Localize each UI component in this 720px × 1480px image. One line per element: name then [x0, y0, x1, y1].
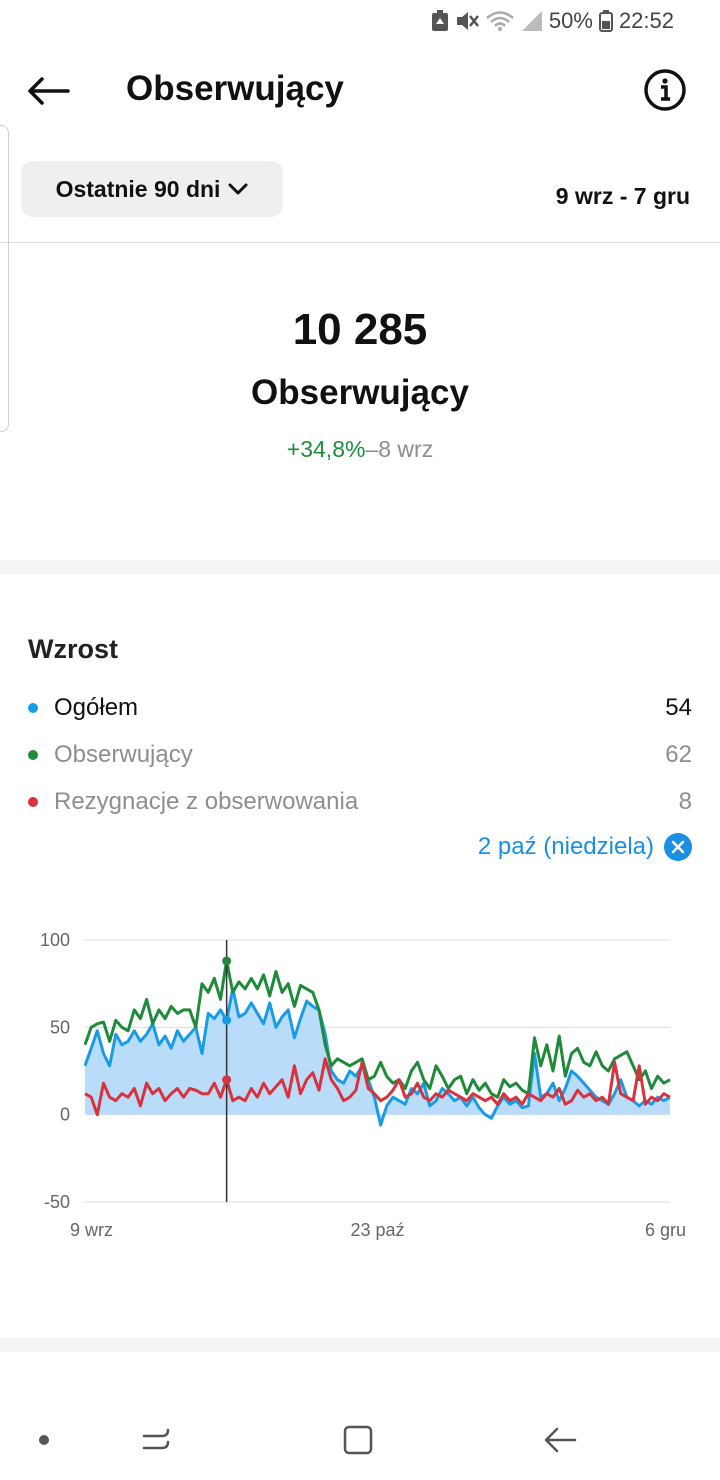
- legend-value: 62: [665, 741, 692, 768]
- x-tick-label: 6 gru: [645, 1220, 686, 1240]
- selection-point-1: [222, 956, 232, 966]
- clear-selection-button[interactable]: [664, 833, 692, 861]
- legend-label: Ogółem: [54, 694, 139, 721]
- change-percent: +34,8%: [286, 436, 366, 462]
- y-tick-label: -50: [44, 1192, 70, 1212]
- legend-item-total: Ogółem 54: [28, 690, 692, 726]
- back-button[interactable]: [22, 65, 74, 117]
- followers-summary: 10 285 Obserwujący +34,8%–8 wrz: [0, 300, 720, 466]
- legend-dot-followers: [28, 750, 38, 760]
- legend-dot-total: [28, 703, 38, 713]
- x-tick-label: 23 paź: [350, 1220, 404, 1240]
- app-header: Obserwujący: [0, 55, 720, 127]
- followers-label: Obserwujący: [251, 373, 469, 412]
- legend-item-unfollows: Rezygnacje z obserwowania 8: [28, 784, 692, 820]
- close-icon: [671, 840, 685, 854]
- system-back-button[interactable]: [538, 1418, 582, 1462]
- info-icon: [644, 69, 686, 111]
- recent-apps-button[interactable]: [134, 1418, 178, 1462]
- status-bar: 50% 22:52: [0, 0, 720, 44]
- legend-value: 54: [665, 694, 692, 721]
- page-title: Obserwujący: [126, 69, 344, 108]
- date-range-label: Ostatnie 90 dni: [55, 175, 221, 202]
- legend-item-followers: Obserwujący 62: [28, 737, 692, 773]
- section-separator-bottom: [0, 1338, 720, 1352]
- back-arrow-icon: [544, 1427, 577, 1453]
- selected-day-label: 2 paź (niedziela): [477, 833, 654, 860]
- selected-day-chip[interactable]: 2 paź (niedziela): [478, 833, 692, 861]
- clock: 22:52: [618, 8, 674, 33]
- recycle-battery-icon: [431, 10, 449, 32]
- section-separator: [0, 560, 720, 574]
- battery-percent: 50%: [548, 8, 593, 33]
- x-tick-label: 9 wrz: [70, 1220, 113, 1240]
- signal-icon: [521, 10, 543, 32]
- selection-point-0: [222, 1015, 232, 1025]
- home-button[interactable]: [336, 1418, 380, 1462]
- change-reference: –8 wrz: [365, 436, 434, 462]
- arrow-left-icon: [28, 77, 70, 105]
- followers-change: +34,8%–8 wrz: [0, 432, 720, 466]
- mute-icon: [455, 10, 479, 32]
- legend-label: Rezygnacje z obserwowania: [54, 788, 359, 815]
- y-tick-label: 0: [60, 1105, 70, 1125]
- dot-icon: [39, 1435, 49, 1445]
- series-line-0: [83, 987, 671, 1127]
- status-icons: 50% 22:52: [431, 8, 674, 34]
- battery-icon: [598, 10, 613, 32]
- followers-total: 10 285: [292, 305, 428, 354]
- recent-apps-icon: [142, 1428, 170, 1450]
- system-nav-bar: [0, 1400, 720, 1480]
- series-line-2: [84, 1057, 671, 1117]
- date-range-dropdown[interactable]: Ostatnie 90 dni: [21, 161, 283, 217]
- growth-title: Wzrost: [28, 634, 118, 664]
- y-tick-label: 100: [40, 930, 70, 950]
- series-line-1: [83, 959, 671, 1099]
- legend-dot-unfollows: [28, 797, 38, 807]
- wifi-icon: [485, 10, 515, 32]
- home-icon: [343, 1425, 373, 1455]
- legend-value: 8: [678, 788, 692, 815]
- growth-chart[interactable]: 100 50 0 -509 wrz 23 paź 6 gru: [0, 920, 720, 1250]
- nav-dot-button[interactable]: [22, 1418, 66, 1462]
- chevron-down-icon: [228, 183, 248, 195]
- date-range-text: 9 wrz - 7 gru: [555, 183, 690, 209]
- info-button[interactable]: [642, 67, 688, 113]
- legend-label: Obserwujący: [54, 741, 193, 768]
- divider: [0, 242, 720, 243]
- y-tick-label: 50: [50, 1017, 70, 1037]
- selection-point-2: [222, 1075, 232, 1085]
